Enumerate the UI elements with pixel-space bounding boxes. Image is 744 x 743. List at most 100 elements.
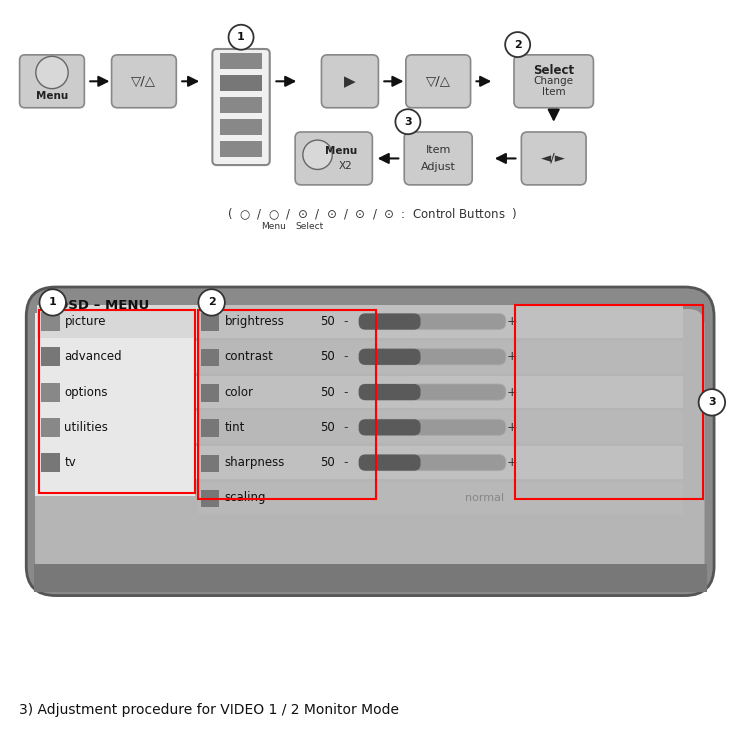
- Bar: [37, 376, 205, 408]
- Text: 3) Adjustment procedure for VIDEO 1 / 2 Monitor Mode: 3) Adjustment procedure for VIDEO 1 / 2 …: [19, 703, 399, 717]
- Bar: [516, 305, 703, 499]
- FancyBboxPatch shape: [359, 384, 506, 400]
- Text: -: -: [343, 315, 347, 328]
- Bar: [202, 314, 219, 331]
- Bar: [202, 419, 219, 437]
- FancyBboxPatch shape: [321, 55, 379, 108]
- Bar: [39, 310, 196, 493]
- FancyBboxPatch shape: [359, 348, 506, 365]
- FancyBboxPatch shape: [404, 132, 472, 185]
- Text: ▽/△: ▽/△: [426, 75, 451, 88]
- Text: Menu: Menu: [325, 146, 357, 156]
- Circle shape: [395, 109, 420, 134]
- Bar: [41, 347, 60, 366]
- Circle shape: [505, 32, 530, 57]
- Text: +: +: [507, 421, 517, 434]
- Bar: [35, 313, 196, 496]
- Text: +: +: [507, 315, 517, 328]
- Bar: [33, 564, 707, 592]
- Circle shape: [199, 289, 225, 316]
- Text: Select: Select: [533, 64, 574, 77]
- FancyBboxPatch shape: [359, 348, 420, 365]
- Text: -: -: [343, 456, 347, 469]
- Text: +: +: [507, 350, 517, 363]
- Bar: [37, 447, 205, 478]
- Circle shape: [228, 25, 254, 50]
- Text: (  $\bigcirc$  /  $\bigcirc$  /  $\odot$  /  $\odot$  /  $\odot$  /  $\odot$  : : ( $\bigcirc$ / $\bigcirc$ / $\odot$ / $\…: [227, 207, 517, 222]
- Text: ▽/△: ▽/△: [132, 75, 156, 88]
- Text: 2: 2: [208, 297, 216, 308]
- Text: contrast: contrast: [225, 350, 274, 363]
- Text: ▶: ▶: [344, 74, 356, 89]
- Text: Adjust: Adjust: [421, 162, 455, 172]
- Bar: [198, 481, 683, 514]
- FancyBboxPatch shape: [359, 314, 506, 330]
- Text: 3: 3: [708, 398, 716, 407]
- FancyBboxPatch shape: [35, 309, 705, 581]
- Text: 50: 50: [321, 421, 336, 434]
- Bar: [220, 141, 262, 157]
- Bar: [202, 455, 219, 472]
- Text: Menu: Menu: [36, 91, 68, 101]
- Text: color: color: [225, 386, 254, 398]
- FancyBboxPatch shape: [359, 455, 420, 470]
- Text: 50: 50: [321, 315, 336, 328]
- Text: 2: 2: [514, 39, 522, 50]
- Bar: [202, 490, 219, 507]
- FancyBboxPatch shape: [522, 132, 586, 185]
- Text: brightress: brightress: [225, 315, 285, 328]
- Bar: [41, 383, 60, 402]
- Text: normal: normal: [465, 493, 504, 503]
- Text: 1: 1: [49, 297, 57, 308]
- Text: 1: 1: [237, 32, 245, 42]
- Text: picture: picture: [65, 315, 106, 328]
- Text: Menu: Menu: [261, 222, 286, 231]
- Text: utilities: utilities: [65, 421, 109, 434]
- Text: -: -: [343, 386, 347, 398]
- Circle shape: [36, 56, 68, 88]
- FancyBboxPatch shape: [19, 55, 84, 108]
- Text: +: +: [507, 386, 517, 398]
- FancyBboxPatch shape: [359, 419, 506, 435]
- Text: +: +: [507, 456, 517, 469]
- Circle shape: [699, 389, 725, 415]
- Bar: [220, 53, 262, 69]
- Text: Item: Item: [542, 87, 565, 97]
- Bar: [41, 312, 60, 331]
- Text: ◄/►: ◄/►: [541, 152, 566, 165]
- Text: OSD – MENU: OSD – MENU: [57, 299, 150, 312]
- Bar: [198, 310, 376, 499]
- FancyBboxPatch shape: [295, 132, 372, 185]
- Bar: [198, 411, 683, 444]
- Bar: [37, 305, 205, 338]
- Bar: [202, 348, 219, 366]
- Bar: [37, 411, 205, 444]
- Bar: [198, 340, 683, 373]
- Text: Select: Select: [295, 222, 324, 231]
- Text: options: options: [65, 386, 108, 398]
- Bar: [220, 75, 262, 91]
- Text: 50: 50: [321, 350, 336, 363]
- FancyBboxPatch shape: [359, 384, 420, 400]
- FancyBboxPatch shape: [359, 419, 420, 435]
- FancyBboxPatch shape: [405, 55, 470, 108]
- Text: -: -: [343, 421, 347, 434]
- Circle shape: [303, 140, 333, 169]
- Text: advanced: advanced: [65, 350, 122, 363]
- Text: sharpness: sharpness: [225, 456, 285, 469]
- Text: tint: tint: [225, 421, 246, 434]
- Bar: [202, 384, 219, 402]
- Text: -: -: [343, 350, 347, 363]
- Bar: [198, 376, 683, 408]
- Text: 50: 50: [321, 386, 336, 398]
- FancyBboxPatch shape: [212, 49, 270, 165]
- Bar: [220, 97, 262, 113]
- Bar: [37, 340, 205, 373]
- Bar: [198, 305, 683, 338]
- Bar: [41, 453, 60, 472]
- Text: 3: 3: [404, 117, 411, 127]
- FancyBboxPatch shape: [112, 55, 176, 108]
- Text: 50: 50: [321, 456, 336, 469]
- Bar: [41, 418, 60, 437]
- FancyBboxPatch shape: [514, 55, 594, 108]
